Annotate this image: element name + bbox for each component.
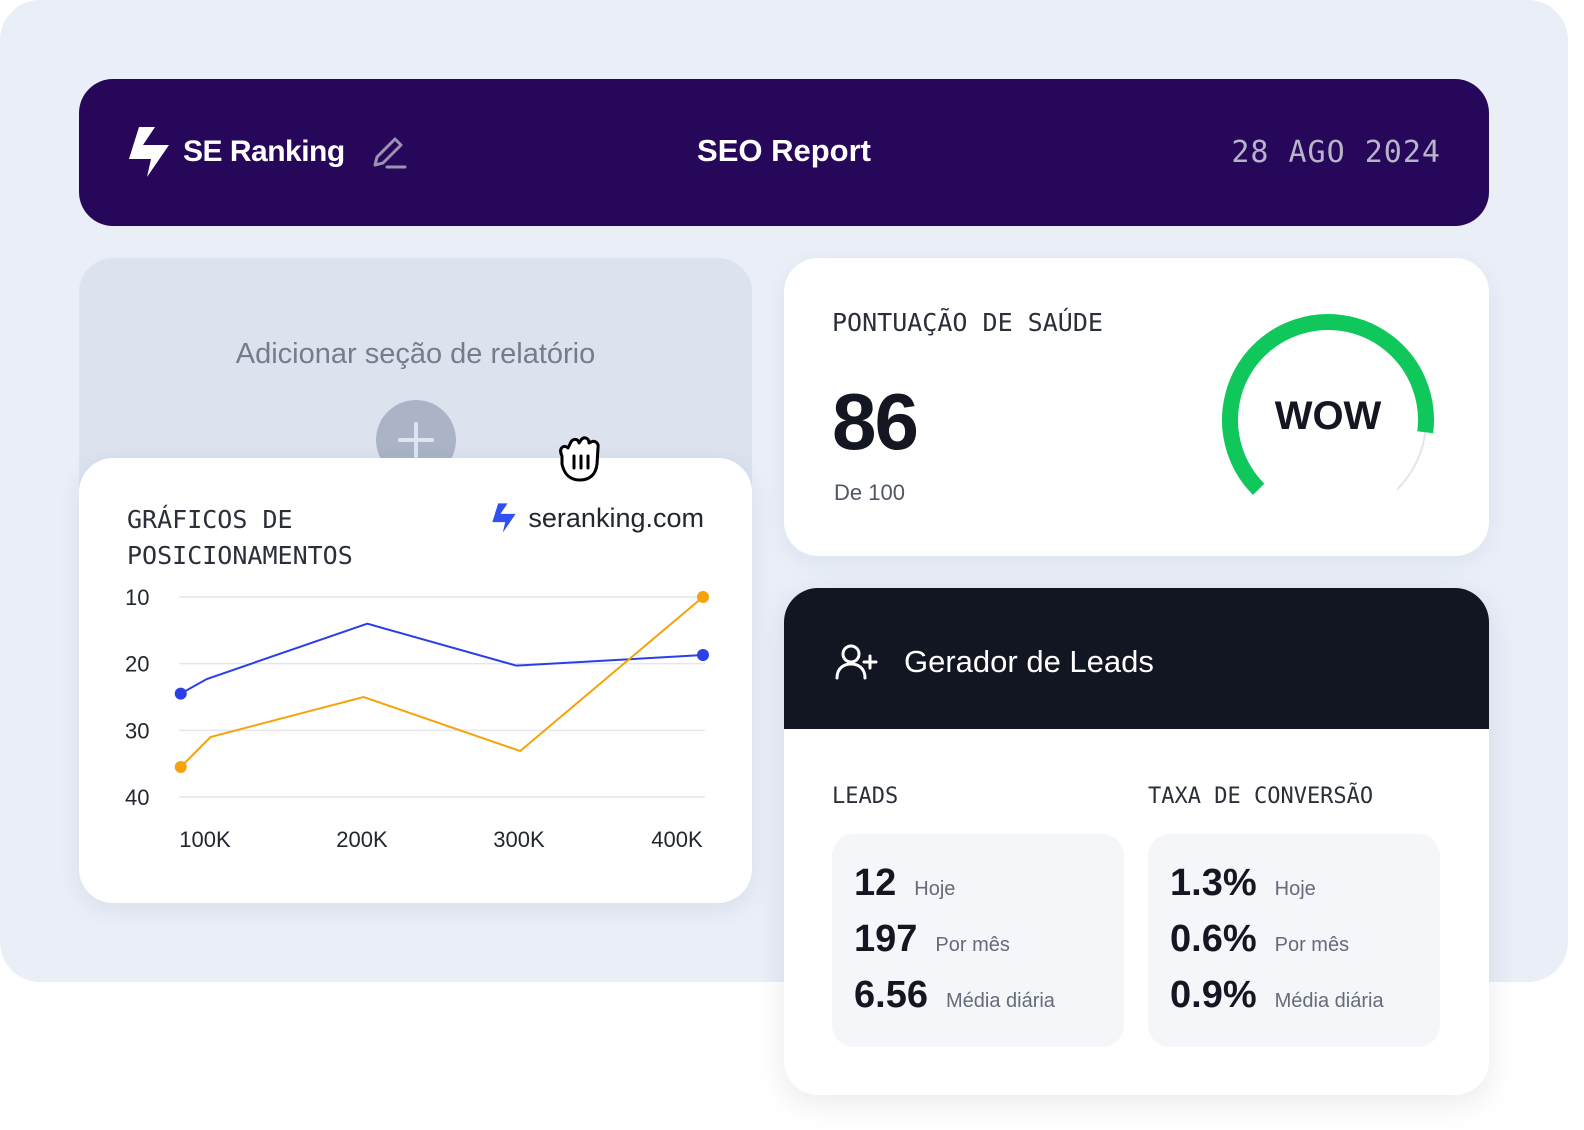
conversion-stat-row: 1.3% Hoje [1170, 862, 1316, 905]
se-ranking-bolt-icon [129, 127, 169, 177]
health-score-card: PONTUAÇÃO DE SAÚDE 86 De 100 WOW [784, 258, 1489, 556]
stat-value: 6.56 [854, 974, 928, 1016]
report-header: SE Ranking SEO Report 28 AGO 2024 [79, 79, 1489, 226]
leads-label: LEADS [832, 784, 899, 809]
leads-stats-box: 12 Hoje 197 Por mês 6.56 Média diária [832, 834, 1124, 1047]
lead-generator-header: Gerador de Leads [784, 588, 1489, 729]
conversion-stats-box: 1.3% Hoje 0.6% Por mês 0.9% Média diária [1148, 834, 1440, 1047]
series-endpoint [697, 591, 709, 603]
stat-value: 0.9% [1170, 974, 1257, 1016]
stat-label: Por mês [1274, 934, 1350, 956]
health-score-max: De 100 [834, 480, 905, 505]
stat-value: 12 [854, 862, 897, 904]
leads-stat-row: 6.56 Média diária [854, 974, 1055, 1017]
x-tick-label: 300K [493, 827, 545, 852]
health-score-title: PONTUAÇÃO DE SAÚDE [832, 308, 1103, 337]
y-tick-label: 30 [125, 718, 149, 743]
series-endpoint [174, 761, 187, 773]
chart-title: GRÁFICOS DE POSICIONAMENTOS [127, 505, 353, 570]
health-score-value: 86 [832, 377, 919, 466]
stat-label: Hoje [1274, 878, 1316, 900]
se-ranking-logo[interactable]: SE Ranking [125, 125, 345, 179]
positions-chart-card[interactable]: GRÁFICOS DE POSICIONAMENTOS seranking.co… [79, 458, 752, 903]
se-ranking-bolt-icon [492, 503, 517, 533]
health-score-gauge [1222, 314, 1434, 495]
grab-hand-icon [559, 436, 600, 482]
conversion-stat-row: 0.6% Por mês [1170, 918, 1349, 961]
x-tick-label: 100K [179, 827, 231, 852]
stat-label: Média diária [945, 990, 1055, 1012]
page-title: SEO Report [697, 133, 871, 168]
brand-name: SE Ranking [183, 135, 345, 168]
series-line [180, 596, 704, 768]
add-section-title: Adicionar seção de relatório [235, 338, 596, 370]
gauge-label: WOW [1274, 394, 1382, 438]
stat-value: 197 [854, 918, 918, 960]
add-user-icon[interactable] [834, 642, 878, 682]
stat-label: Média diária [1274, 990, 1384, 1012]
conversion-label: TAXA DE CONVERSÃO [1148, 784, 1374, 809]
positions-line-chart: 10 20 30 40 100K 200K 300K 400K [125, 585, 709, 852]
lead-generator-title: Gerador de Leads [904, 644, 1154, 679]
y-tick-label: 20 [125, 652, 149, 677]
leads-stat-row: 197 Por mês [854, 918, 1010, 961]
series-line [180, 622, 704, 695]
lead-generator-card: Gerador de Leads LEADS TAXA DE CONVERSÃO… [784, 588, 1489, 1095]
x-tick-label: 400K [651, 827, 703, 852]
y-tick-label: 40 [125, 785, 149, 810]
chart-brand-name: seranking.com [528, 502, 704, 533]
conversion-stat-row: 0.9% Média diária [1170, 974, 1384, 1017]
leads-stat-row: 12 Hoje [854, 862, 955, 905]
edit-pencil-icon[interactable] [369, 133, 409, 173]
stat-value: 0.6% [1170, 918, 1257, 960]
y-tick-label: 10 [125, 585, 149, 610]
stat-label: Hoje [914, 878, 956, 900]
series-endpoint [697, 649, 709, 661]
series-endpoint [174, 687, 187, 700]
chart-brand: seranking.com [490, 502, 704, 534]
report-date: 28 AGO 2024 [1231, 135, 1441, 170]
stat-value: 1.3% [1170, 862, 1257, 904]
gauge-fill [1222, 314, 1434, 495]
stat-label: Por mês [935, 934, 1010, 956]
x-tick-label: 200K [336, 827, 388, 852]
